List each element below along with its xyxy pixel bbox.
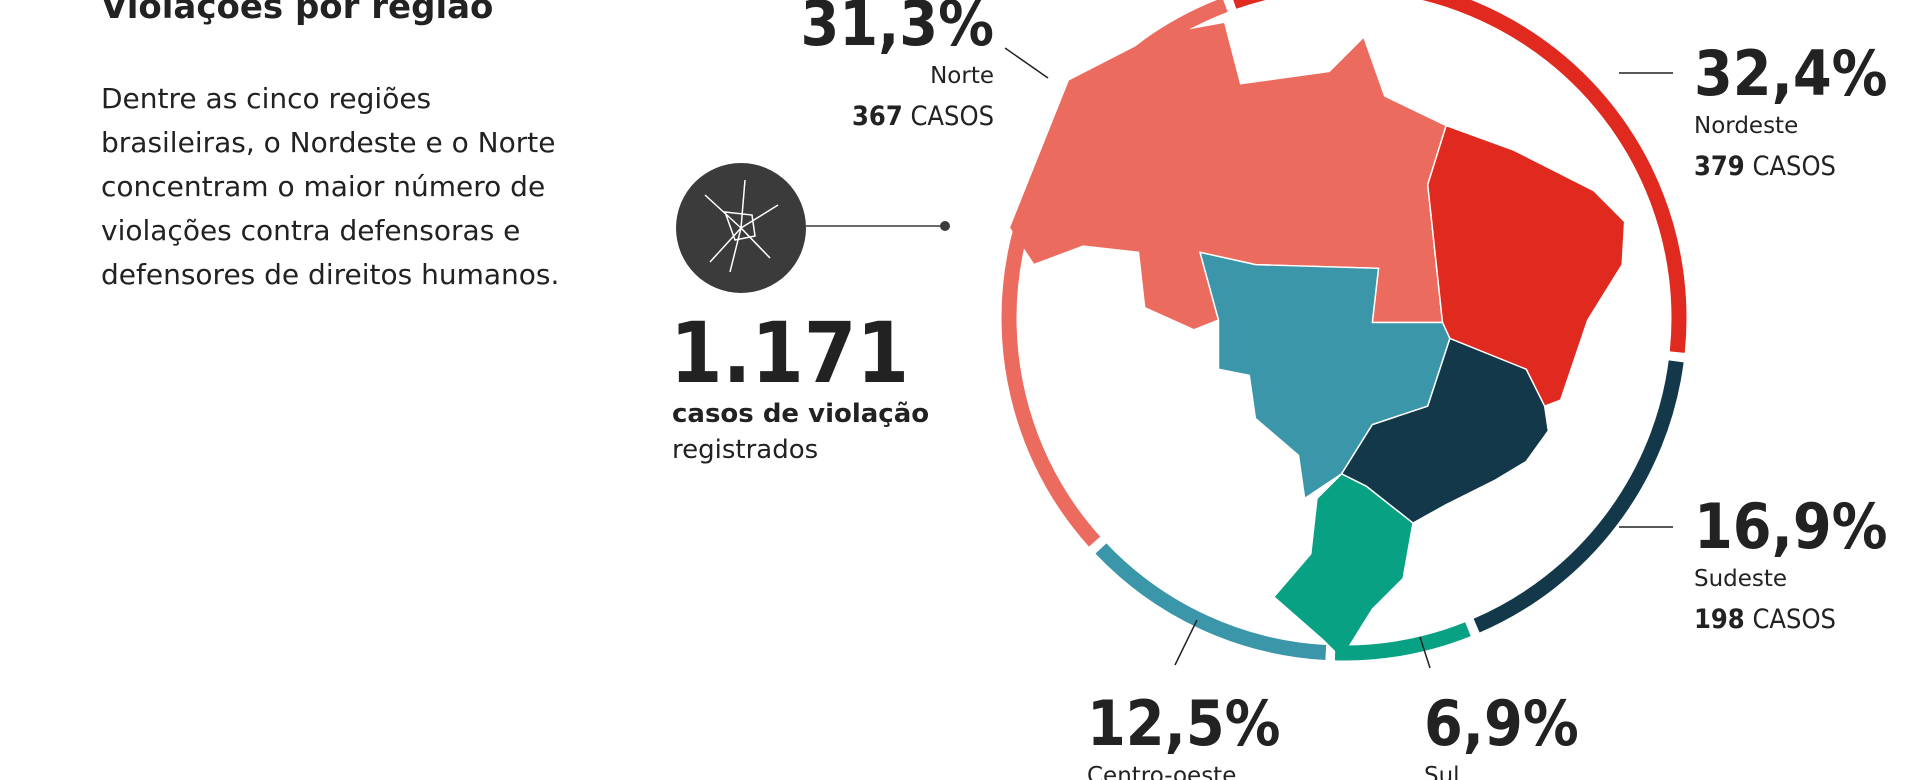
cases-count: 198: [1694, 604, 1745, 635]
map: [1008, 21, 1626, 660]
ring-segment: [1095, 543, 1327, 660]
total-caption: casos de violação: [672, 399, 929, 429]
percent-label: 32,4%: [1694, 37, 1888, 110]
ring-segment: [1334, 622, 1471, 661]
title: Violações por região: [101, 0, 493, 27]
cases-count: 367: [852, 101, 903, 132]
total: 1.171: [670, 304, 909, 402]
description-line: Dentre as cinco regiões: [101, 82, 431, 115]
leader-line: [1004, 47, 1049, 79]
percent-label: 6,9%: [1424, 687, 1579, 760]
cases-unit: CASOS: [910, 101, 994, 132]
region-name: Norte: [930, 63, 994, 89]
percent-label: 12,5%: [1087, 687, 1281, 760]
map-sudeste: [1340, 337, 1550, 524]
cases-unit: CASOS: [1752, 151, 1836, 182]
region-name: Nordeste: [1694, 113, 1798, 139]
region-name: Centro-oeste: [1087, 763, 1236, 780]
ring-segment: [1233, 0, 1687, 353]
cases-label: 367 CASOS: [852, 101, 994, 132]
region-name: Sul: [1424, 763, 1460, 780]
description-line: defensores de direitos humanos.: [101, 258, 559, 291]
description-line: brasileiras, o Nordeste e o Norte: [101, 126, 555, 159]
icon-crack: [704, 179, 779, 273]
description-line: violações contra defensoras e: [101, 214, 520, 247]
cases-label: 379 CASOS: [1694, 151, 1836, 182]
region-name: Sudeste: [1694, 566, 1787, 592]
leader-line: [1174, 619, 1198, 666]
cases-unit: CASOS: [1752, 604, 1836, 635]
connector-dot: [940, 221, 950, 231]
leader-line: [1419, 636, 1431, 669]
cases-count: 379: [1694, 151, 1745, 182]
description: Dentre as cinco regiões brasileiras, o No…: [101, 82, 559, 291]
percent-label: 16,9%: [1694, 490, 1888, 563]
ring-segment: [1001, 0, 1228, 547]
description-line: concentram o maior número de: [101, 170, 545, 203]
cases-label: 198 CASOS: [1694, 604, 1836, 635]
total-caption-sub: registrados: [672, 435, 818, 465]
percent-label: 31,3%: [800, 0, 994, 60]
ring-segment: [1473, 360, 1684, 633]
